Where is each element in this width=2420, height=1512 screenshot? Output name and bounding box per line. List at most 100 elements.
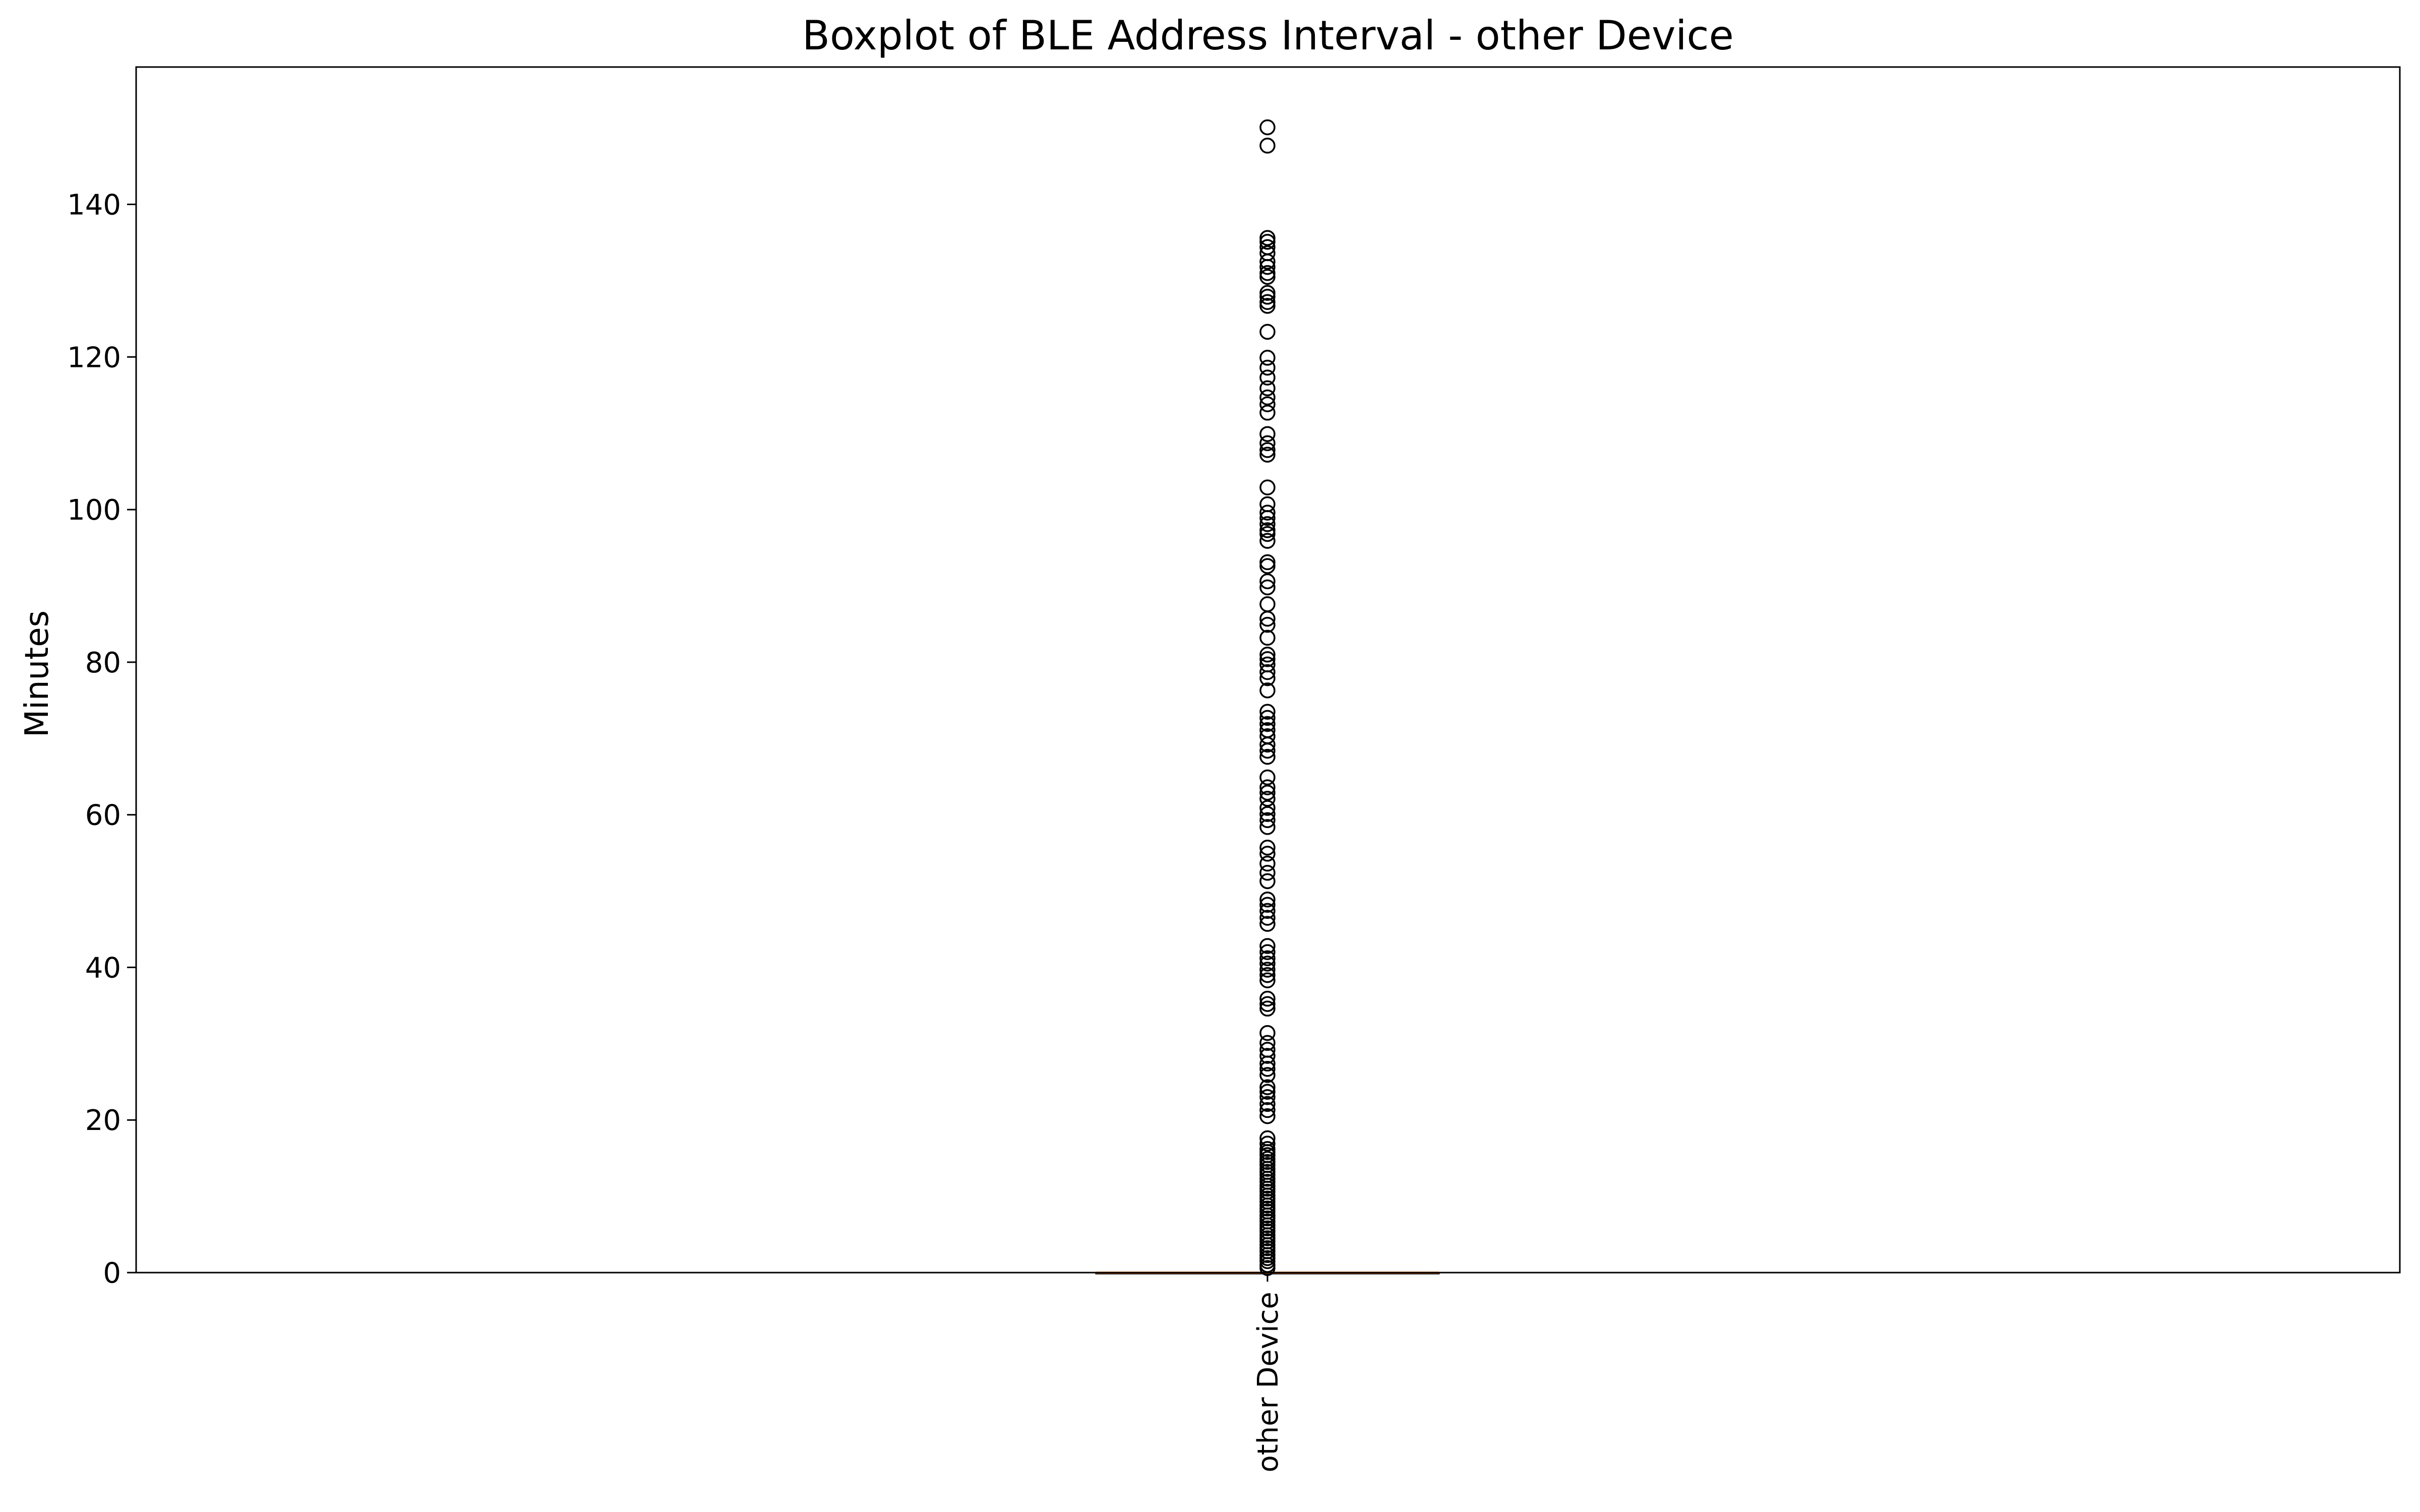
- outlier-point: [1259, 298, 1276, 314]
- outlier-point: [1259, 846, 1276, 862]
- outlier-point: [1259, 1061, 1276, 1077]
- outlier-point: [1259, 230, 1276, 246]
- outlier-point: [1259, 967, 1276, 983]
- outlier-point: [1259, 664, 1276, 680]
- outlier-point: [1259, 573, 1276, 590]
- outlier-point: [1259, 359, 1276, 376]
- outlier-point: [1259, 533, 1276, 549]
- outlier-point: [1259, 522, 1276, 538]
- outlier-point: [1259, 442, 1276, 458]
- outlier-point: [1259, 1048, 1276, 1064]
- outlier-point: [1259, 1260, 1276, 1276]
- outlier-point: [1259, 294, 1276, 310]
- outlier-point: [1259, 505, 1276, 521]
- outlier-point: [1259, 916, 1276, 932]
- outlier-point: [1259, 791, 1276, 807]
- outlier-point: [1259, 938, 1276, 954]
- y-tick-label: 80: [85, 647, 121, 679]
- outlier-point: [1259, 819, 1276, 835]
- y-tick-label: 100: [67, 494, 121, 527]
- outlier-point: [1259, 956, 1276, 972]
- outlier-point: [1259, 748, 1276, 765]
- outlier-point: [1259, 389, 1276, 406]
- outlier-point: [1259, 873, 1276, 890]
- outlier-point: [1259, 710, 1276, 726]
- outlier-point: [1259, 897, 1276, 913]
- outlier-point: [1259, 651, 1276, 667]
- y-tick-label: 120: [67, 341, 121, 374]
- outlier-point: [1259, 1035, 1276, 1051]
- outlier-point: [1259, 265, 1276, 281]
- outlier-point: [1259, 1096, 1276, 1112]
- outlier-point: [1259, 369, 1276, 386]
- outlier-point: [1259, 324, 1276, 340]
- outlier-point: [1259, 742, 1276, 759]
- outlier-point: [1259, 510, 1276, 526]
- outlier-point: [1259, 1108, 1276, 1124]
- y-tick-label: 0: [103, 1257, 121, 1290]
- outlier-point: [1259, 855, 1276, 872]
- outlier-point: [1259, 990, 1276, 1007]
- outlier-point: [1259, 435, 1276, 452]
- outlier-point: [1259, 736, 1276, 753]
- outlier-point: [1259, 1055, 1276, 1072]
- outlier-point: [1259, 812, 1276, 828]
- outlier-point: [1259, 285, 1276, 301]
- outlier-point: [1259, 405, 1276, 421]
- outlier-point: [1259, 1102, 1276, 1118]
- outlier-point: [1259, 516, 1276, 532]
- outlier-point: [1259, 944, 1276, 960]
- outlier-point: [1259, 670, 1276, 686]
- outlier-point: [1259, 616, 1276, 633]
- outlier-point: [1259, 646, 1276, 663]
- outlier-point: [1259, 950, 1276, 967]
- y-tick-label: 60: [85, 799, 121, 832]
- outlier-point: [1259, 138, 1276, 154]
- outlier-point: [1259, 1253, 1276, 1270]
- outlier-point: [1259, 610, 1276, 627]
- outlier-point: [1259, 839, 1276, 856]
- outlier-point: [1259, 380, 1276, 397]
- outlier-point: [1259, 350, 1276, 366]
- outlier-point: [1259, 259, 1276, 275]
- outlier-point: [1259, 629, 1276, 646]
- outlier-point: [1259, 716, 1276, 732]
- outlier-points: [1259, 119, 1276, 1276]
- y-tick-label: 140: [67, 189, 121, 222]
- outlier-point: [1259, 784, 1276, 801]
- outlier-point: [1259, 704, 1276, 720]
- outlier-point: [1259, 1089, 1276, 1105]
- outlier-point: [1259, 806, 1276, 822]
- outlier-point: [1259, 254, 1276, 270]
- outlier-point: [1259, 903, 1276, 919]
- outlier-point: [1259, 996, 1276, 1012]
- outlier-point: [1259, 554, 1276, 571]
- outlier-point: [1259, 1067, 1276, 1083]
- outlier-point: [1259, 447, 1276, 463]
- outlier-point: [1259, 1025, 1276, 1041]
- outlier-point: [1259, 269, 1276, 285]
- outlier-point: [1259, 1136, 1276, 1152]
- outlier-point: [1259, 682, 1276, 699]
- outlier-point: [1259, 558, 1276, 574]
- outlier-point: [1259, 288, 1276, 305]
- plot-area-frame: [135, 66, 2401, 1274]
- outlier-point: [1259, 864, 1276, 881]
- chart-title: Boxplot of BLE Address Interval - other …: [802, 12, 1734, 59]
- outlier-point: [1259, 396, 1276, 412]
- outlier-point: [1259, 769, 1276, 786]
- outlier-point: [1259, 119, 1276, 136]
- y-tick-label: 40: [85, 952, 121, 984]
- outlier-point: [1259, 233, 1276, 250]
- outlier-point: [1259, 1084, 1276, 1100]
- x-axis-ticks: other Device: [1252, 1273, 1285, 1473]
- outlier-point: [1259, 800, 1276, 816]
- y-axis-ticks: 0 20 40 60 80 100 120 140: [67, 189, 136, 1290]
- outlier-point: [1259, 479, 1276, 495]
- outlier-point: [1259, 779, 1276, 795]
- outlier-point: [1259, 891, 1276, 908]
- y-tick-label: 20: [85, 1104, 121, 1137]
- y-axis-label: Minutes: [19, 610, 56, 737]
